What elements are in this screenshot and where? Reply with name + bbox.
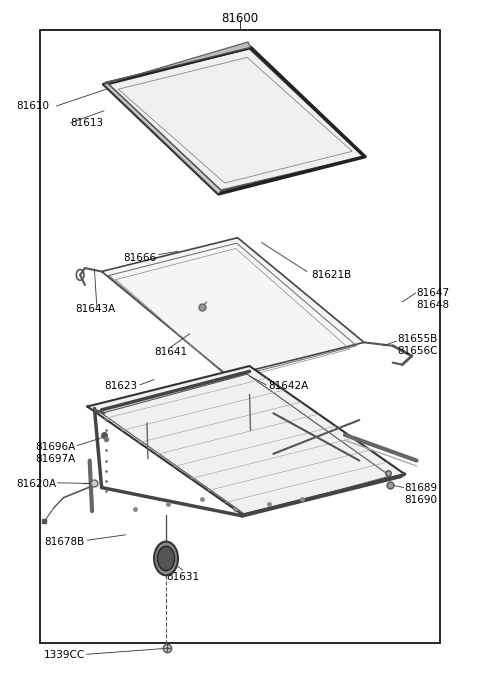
Text: 81655B: 81655B [397, 334, 438, 344]
Text: 81656C: 81656C [397, 346, 438, 356]
Text: 81623: 81623 [104, 381, 137, 391]
Text: 81648: 81648 [417, 300, 450, 311]
Text: 1339CC: 1339CC [44, 650, 85, 660]
Circle shape [157, 546, 175, 571]
Text: 81621B: 81621B [312, 270, 352, 280]
Polygon shape [107, 49, 364, 191]
Bar [39, 30, 441, 643]
Text: 81642A: 81642A [269, 381, 309, 391]
Text: 81641: 81641 [154, 347, 187, 357]
Text: 81600: 81600 [221, 12, 259, 25]
Text: 81678B: 81678B [45, 536, 85, 546]
Text: 81643A: 81643A [75, 304, 116, 314]
Text: 81689: 81689 [405, 483, 438, 492]
Text: 81647: 81647 [417, 288, 450, 298]
Polygon shape [87, 366, 405, 515]
Text: 81690: 81690 [405, 495, 438, 504]
Text: 81613: 81613 [71, 118, 104, 128]
Text: 81666: 81666 [123, 253, 156, 263]
Text: 81610: 81610 [16, 101, 49, 111]
Text: 81696A: 81696A [35, 442, 75, 452]
Text: 81620A: 81620A [16, 479, 56, 489]
Polygon shape [104, 83, 221, 194]
Text: 81697A: 81697A [35, 454, 75, 464]
Circle shape [154, 542, 178, 576]
Polygon shape [102, 238, 364, 376]
Polygon shape [104, 42, 251, 85]
Text: 81631: 81631 [166, 572, 199, 582]
